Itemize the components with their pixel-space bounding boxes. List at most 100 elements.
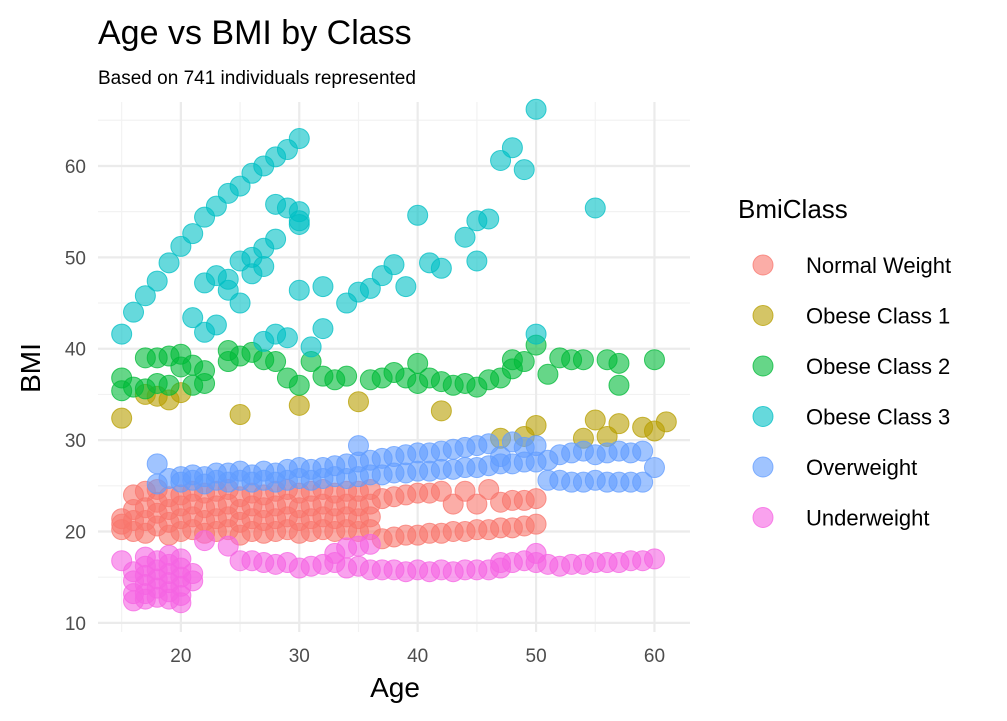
legend-swatch	[752, 406, 774, 427]
data-point	[194, 360, 216, 382]
data-point	[466, 493, 488, 515]
legend-item: Underweight	[752, 506, 930, 531]
data-point	[300, 336, 322, 358]
legend-swatch	[752, 254, 774, 276]
data-point	[288, 128, 310, 150]
data-point	[312, 318, 334, 340]
x-tick-label: 30	[289, 646, 310, 667]
legend-label: Obese Class 2	[806, 354, 950, 379]
data-point	[182, 223, 204, 245]
data-point	[430, 400, 452, 422]
data-point	[336, 365, 358, 387]
legend-label: Overweight	[806, 455, 917, 480]
data-point	[182, 570, 204, 592]
data-point	[217, 268, 239, 290]
x-tick-label: 60	[644, 646, 665, 667]
data-point	[513, 351, 535, 373]
series-obese-class-3	[111, 98, 606, 358]
data-point	[632, 471, 654, 493]
data-point	[265, 351, 287, 373]
data-point	[525, 513, 547, 535]
legend-item: Obese Class 1	[752, 304, 950, 329]
series-obese-class-2	[111, 334, 665, 402]
data-point	[525, 323, 547, 345]
x-tick-label: 20	[170, 646, 191, 667]
axis-ticks: 20 30 40 50 60 10 20 30 40 50 60	[65, 157, 665, 667]
data-point	[288, 279, 310, 301]
y-tick-label: 20	[65, 522, 86, 543]
chart-title: Age vs BMI by Class	[98, 14, 412, 52]
y-tick-label: 40	[65, 340, 86, 361]
legend-label: Underweight	[806, 506, 930, 531]
data-point	[146, 270, 168, 292]
data-point	[407, 204, 429, 226]
data-point	[584, 197, 606, 219]
legend-title: BmiClass	[738, 194, 848, 224]
data-point	[347, 391, 369, 413]
series-underweight	[111, 530, 665, 614]
data-point	[608, 374, 630, 396]
data-point	[643, 457, 665, 479]
legend-label: Normal Weight	[806, 253, 951, 278]
data-point	[217, 535, 239, 557]
data-point	[253, 255, 275, 277]
data-point	[632, 440, 654, 462]
y-tick-label: 60	[65, 157, 86, 178]
chart-subtitle: Based on 741 individuals represented	[98, 68, 416, 89]
data-point	[312, 276, 334, 298]
data-point	[454, 226, 476, 248]
y-tick-label: 30	[65, 431, 86, 452]
data-point	[158, 374, 180, 396]
data-point	[643, 548, 665, 570]
x-axis-title: Age	[370, 672, 420, 703]
data-point	[265, 228, 287, 250]
legend: Normal Weight Obese Class 1 Obese Class 2 O…	[752, 253, 951, 531]
data-point	[655, 411, 677, 433]
data-point	[513, 159, 535, 181]
x-tick-label: 40	[407, 646, 428, 667]
data-point	[276, 327, 298, 349]
data-point	[182, 307, 204, 329]
legend-label: Obese Class 1	[806, 304, 950, 329]
data-point	[466, 250, 488, 272]
y-axis-title: BMI	[15, 343, 46, 393]
data-point	[288, 374, 310, 396]
data-point	[525, 488, 547, 510]
legend-swatch	[752, 507, 774, 528]
data-point	[123, 301, 145, 323]
x-tick-label: 50	[526, 646, 547, 667]
data-point	[170, 592, 192, 614]
data-point	[111, 323, 133, 345]
data-point	[395, 276, 417, 298]
data-point	[572, 349, 594, 371]
legend-swatch	[752, 355, 774, 377]
data-point	[205, 314, 227, 336]
data-point	[525, 435, 547, 457]
data-point	[229, 404, 251, 426]
data-point	[288, 394, 310, 416]
data-point	[158, 252, 180, 274]
data-point	[134, 285, 156, 307]
data-point	[383, 254, 405, 276]
data-point	[608, 413, 630, 435]
data-point	[525, 414, 547, 436]
data-point	[643, 349, 665, 371]
data-point	[111, 407, 133, 429]
data-point	[288, 213, 310, 235]
legend-item: Overweight	[752, 455, 917, 480]
data-points	[111, 98, 677, 614]
data-point	[194, 530, 216, 552]
legend-item: Normal Weight	[752, 253, 951, 278]
data-point	[608, 352, 630, 374]
data-point	[501, 137, 523, 159]
y-tick-label: 50	[65, 248, 86, 269]
y-tick-label: 10	[65, 614, 86, 635]
legend-item: Obese Class 3	[752, 405, 950, 430]
legend-item: Obese Class 2	[752, 354, 950, 379]
legend-swatch	[752, 456, 774, 478]
data-point	[584, 409, 606, 431]
legend-swatch	[752, 305, 774, 326]
data-point	[537, 363, 559, 385]
data-point	[478, 208, 500, 230]
